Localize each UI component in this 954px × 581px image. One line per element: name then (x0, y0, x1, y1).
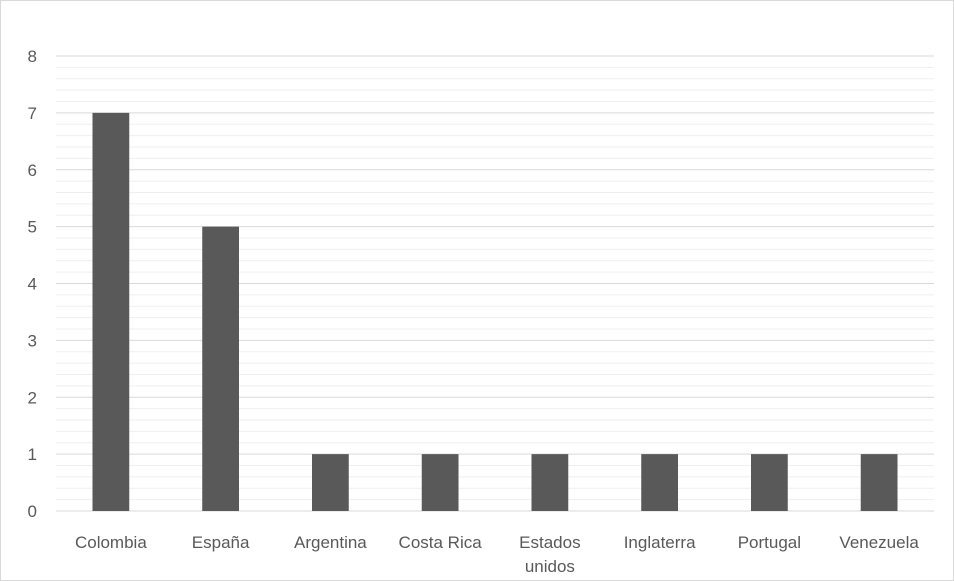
bars (92, 112, 898, 511)
x-tick-label: Costa Rica (399, 533, 483, 552)
bar (860, 454, 898, 511)
x-axis-category-labels: Colombia España Argentina Costa Rica Estados… (75, 533, 919, 576)
y-tick-label: 1 (28, 445, 37, 464)
bar (92, 112, 130, 511)
y-tick-label: 8 (28, 47, 37, 66)
bar (531, 454, 569, 511)
bar (421, 454, 459, 511)
y-tick-label: 2 (28, 388, 37, 407)
y-tick-label: 6 (28, 161, 37, 180)
bar (202, 226, 240, 511)
x-tick-label: Inglaterra (624, 533, 696, 552)
y-tick-label: 3 (28, 331, 37, 350)
x-tick-label: Portugal (738, 533, 801, 552)
bar (641, 454, 679, 511)
x-tick-label: Venezuela (839, 533, 919, 552)
x-tick-label: Colombia (75, 533, 147, 552)
y-tick-label: 4 (28, 275, 37, 294)
y-axis-tick-labels: 0 1 2 3 4 5 6 7 8 (28, 47, 37, 521)
x-tick-label: Argentina (294, 533, 367, 552)
y-tick-label: 5 (28, 218, 37, 237)
y-tick-label: 7 (28, 104, 37, 123)
x-tick-label: España (192, 533, 250, 552)
x-tick-label: Estados unidos (519, 533, 580, 576)
bar (311, 454, 349, 511)
y-tick-label: 0 (28, 502, 37, 521)
bar (750, 454, 788, 511)
